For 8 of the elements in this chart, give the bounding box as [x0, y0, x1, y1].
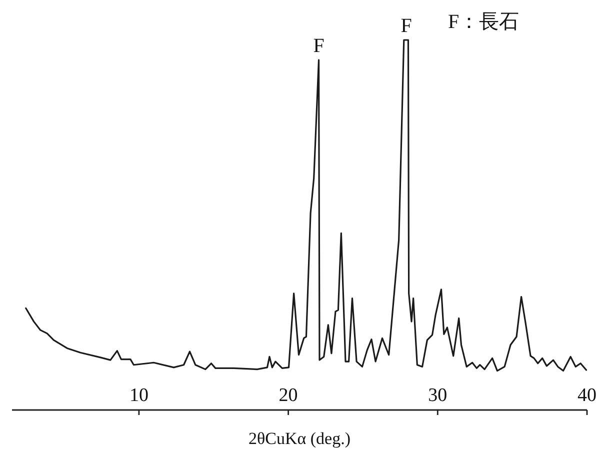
- x-axis-title: 2θCuKα (deg.): [248, 429, 351, 448]
- x-tick-label: 30: [428, 385, 448, 406]
- annotation: F: [313, 34, 324, 57]
- x-tick-label: 10: [129, 385, 148, 406]
- x-tick-label: 40: [578, 385, 596, 406]
- annotation: F: [400, 15, 412, 37]
- text: F：長石: [448, 11, 520, 33]
- x-tick-label: 20: [278, 385, 298, 406]
